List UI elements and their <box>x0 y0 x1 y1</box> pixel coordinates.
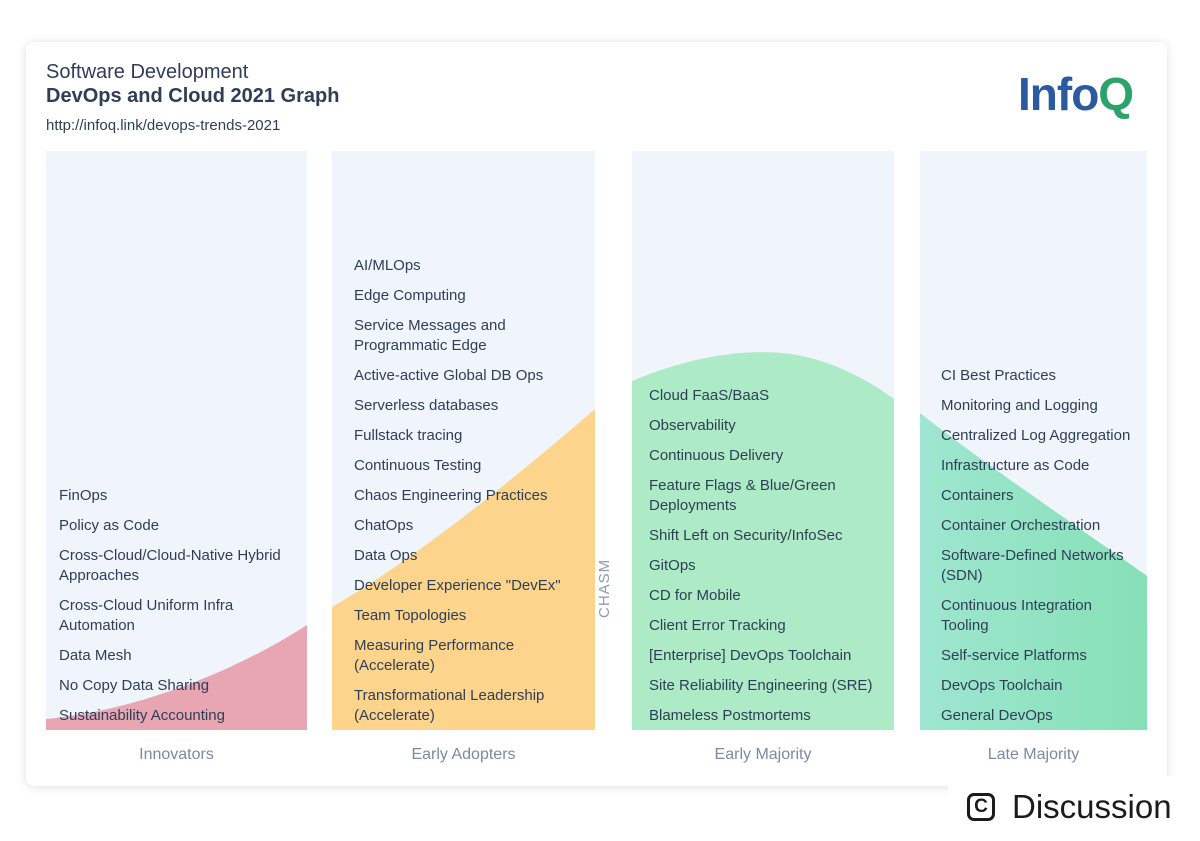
column-innovators: FinOps Policy as Code Cross-Cloud/Cloud-… <box>46 151 307 730</box>
list-item: Self-service Platforms <box>941 647 1087 664</box>
early-majority-curve <box>632 352 894 730</box>
list-item: Policy as Code <box>59 517 160 534</box>
comment-icon: C <box>967 793 995 821</box>
logo-text-q: Q <box>1098 68 1134 120</box>
chasm-label: CHASM <box>596 558 613 618</box>
list-item: Software-Defined Networks (SDN) <box>941 547 1124 584</box>
list-item: AI/MLOps <box>354 257 421 274</box>
column-label-early-majority: Early Majority <box>714 746 812 763</box>
list-item: Continuous Integration Tooling <box>941 597 1092 634</box>
list-item: Cloud FaaS/BaaS <box>649 387 770 404</box>
list-item: Site Reliability Engineering (SRE) <box>649 677 873 694</box>
list-item: Containers <box>941 487 1014 504</box>
list-item: Edge Computing <box>354 287 466 304</box>
list-item: FinOps <box>59 487 108 504</box>
logo-text-info: Info <box>1018 68 1099 120</box>
early-adopters-list: AI/MLOps Edge Computing Service Messages… <box>332 246 595 730</box>
early-adopters-curve <box>332 409 595 730</box>
list-item: Serverless databases <box>354 397 499 414</box>
late-majority-curve <box>920 413 1147 730</box>
infoq-logo[interactable]: InfoQ <box>1018 68 1134 120</box>
list-item: Cross-Cloud Uniform Infra Automation <box>59 597 234 634</box>
early-majority-curve-fill <box>632 352 894 730</box>
discussion-button[interactable]: C Discussion <box>948 776 1200 841</box>
list-item: CD for Mobile <box>649 587 741 604</box>
column-label-innovators: Innovators <box>139 746 214 763</box>
trends-link[interactable]: http://infoq.link/devops-trends-2021 <box>46 117 281 134</box>
list-item: Active-active Global DB Ops <box>354 367 544 384</box>
list-item: Continuous Testing <box>354 457 482 474</box>
list-item: Service Messages and Programmatic Edge <box>354 317 506 354</box>
list-item: Centralized Log Aggregation <box>941 427 1131 444</box>
list-item: Infrastructure as Code <box>941 457 1090 474</box>
list-item: Sustainability Accounting <box>59 707 225 724</box>
list-item: Measuring Performance (Accelerate) <box>354 637 515 674</box>
list-item: [Enterprise] DevOps Toolchain <box>649 647 852 664</box>
list-item: Transformational Leadership (Accelerate) <box>354 687 545 724</box>
list-item: ChatOps <box>354 517 414 534</box>
list-item: Shift Left on Security/InfoSec <box>649 527 843 544</box>
column-label-late-majority: Late Majority <box>987 746 1080 763</box>
list-item: GitOps <box>649 557 696 574</box>
list-item: Team Topologies <box>354 607 467 624</box>
list-item: Monitoring and Logging <box>941 397 1098 414</box>
list-item: Developer Experience "DevEx" <box>354 577 561 594</box>
list-item: Observability <box>649 417 736 434</box>
early-adopters-curve-fill <box>332 409 595 730</box>
column-early-adopters: AI/MLOps Edge Computing Service Messages… <box>332 151 595 730</box>
list-item: Data Ops <box>354 547 418 564</box>
list-item: General DevOps <box>941 707 1053 724</box>
list-item: Blameless Postmortems <box>649 707 811 724</box>
early-majority-list: Cloud FaaS/BaaS Observability Continuous… <box>632 376 894 730</box>
list-item: Client Error Tracking <box>649 617 786 634</box>
page-subtitle: Software Development <box>46 61 249 83</box>
list-item: Container Orchestration <box>941 517 1101 534</box>
innovators-curve-fill <box>46 625 307 730</box>
column-early-majority: Cloud FaaS/BaaS Observability Continuous… <box>632 151 894 730</box>
list-item: Continuous Delivery <box>649 447 784 464</box>
list-item: Fullstack tracing <box>354 427 463 444</box>
page-title: DevOps and Cloud 2021 Graph <box>46 85 340 107</box>
list-item: No Copy Data Sharing <box>59 677 210 694</box>
innovators-list: FinOps Policy as Code Cross-Cloud/Cloud-… <box>46 476 307 730</box>
late-majority-curve-fill <box>920 413 1147 730</box>
discussion-label: Discussion <box>1012 788 1172 825</box>
list-item: DevOps Toolchain <box>941 677 1063 694</box>
list-item: Cross-Cloud/Cloud-Native Hybrid Approach… <box>59 547 281 584</box>
list-item: Data Mesh <box>59 647 132 664</box>
list-item: Chaos Engineering Practices <box>354 487 548 504</box>
column-label-early-adopters: Early Adopters <box>411 746 516 763</box>
list-item: CI Best Practices <box>941 367 1057 384</box>
column-late-majority: CI Best Practices Monitoring and Logging… <box>920 151 1147 730</box>
list-item: Feature Flags & Blue/Green Deployments <box>649 477 836 514</box>
late-majority-list: CI Best Practices Monitoring and Logging… <box>920 356 1147 730</box>
innovators-curve <box>46 625 307 730</box>
